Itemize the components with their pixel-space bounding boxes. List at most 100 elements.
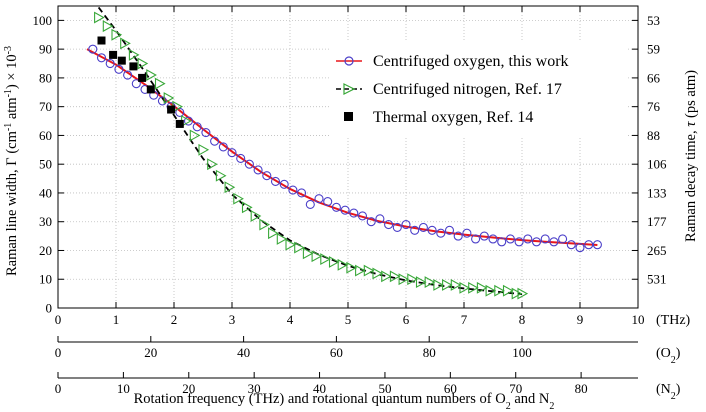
data-point-oxygen <box>227 148 237 158</box>
data-point-nitrogen <box>120 37 131 50</box>
data-point-oxygen <box>453 231 463 241</box>
data-point-nitrogen <box>459 281 471 294</box>
data-point-nitrogen <box>337 258 349 271</box>
data-point-oxygen <box>218 142 228 152</box>
secondary-axis-label-text: (O <box>656 346 671 361</box>
data-point-oxygen <box>540 234 550 244</box>
data-point-nitrogen <box>320 253 331 266</box>
data-point-thermal <box>97 36 106 45</box>
data-point-nitrogen <box>198 143 210 156</box>
data-point-oxygen <box>410 225 420 235</box>
x-tick-label: 7 <box>461 312 468 327</box>
data-point-nitrogen <box>502 284 514 297</box>
data-point-nitrogen <box>285 238 297 251</box>
data-point-nitrogen <box>485 284 497 297</box>
data-point-oxygen <box>270 176 281 186</box>
y-tick-label: 60 <box>39 128 52 143</box>
data-point-oxygen <box>349 208 359 218</box>
data-point-oxygen <box>236 153 246 163</box>
data-point-oxygen <box>279 179 289 189</box>
data-point-thermal <box>109 50 118 59</box>
secondary-axis-tick-label: 80 <box>423 345 436 360</box>
secondary-axis-label-text: (N <box>656 382 671 397</box>
legend-background <box>330 40 626 136</box>
data-point-nitrogen <box>311 250 323 263</box>
secondary-axis-tick-label: 100 <box>512 345 532 360</box>
data-point-oxygen <box>497 237 507 247</box>
secondary-axis-tick-label: 70 <box>509 381 522 396</box>
secondary-axis-tick-label: 10 <box>117 381 130 396</box>
data-point-oxygen <box>592 240 602 250</box>
y-right-tick-label: 177 <box>647 214 667 229</box>
x-tick-label: 2 <box>171 312 178 327</box>
data-point-nitrogen <box>163 92 175 104</box>
secondary-axis-tick-label: 20 <box>182 381 195 396</box>
data-point-oxygen <box>323 197 333 207</box>
x-tick-label: 4 <box>287 312 294 327</box>
y-right-tick-label: 106 <box>647 157 667 172</box>
x-tick-label: 5 <box>345 312 352 327</box>
x-tick-label: 9 <box>577 312 584 327</box>
data-point-nitrogen <box>250 210 262 222</box>
data-point-oxygen <box>123 70 133 80</box>
data-point-oxygen <box>488 234 498 244</box>
data-point-nitrogen <box>94 11 105 24</box>
data-point-thermal <box>175 119 184 128</box>
secondary-axis-tick-label: 40 <box>237 345 250 360</box>
data-point-nitrogen <box>328 256 340 268</box>
data-point-nitrogen <box>494 284 505 297</box>
data-point-nitrogen <box>111 28 123 41</box>
data-point-oxygen <box>575 243 585 253</box>
y-tick-label: 30 <box>39 214 52 229</box>
data-point-oxygen <box>157 96 167 106</box>
secondary-axis-tick-label: 60 <box>444 381 457 396</box>
data-point-nitrogen <box>424 276 436 289</box>
data-point-nitrogen <box>233 192 244 205</box>
data-point-nitrogen <box>398 273 410 286</box>
data-point-nitrogen <box>189 129 201 142</box>
data-point-oxygen <box>114 64 124 74</box>
data-point-nitrogen <box>302 247 314 260</box>
secondary-axis-tick-label: 0 <box>55 381 62 396</box>
x-tick-label: 1 <box>113 312 120 327</box>
data-point-oxygen <box>479 231 489 241</box>
x-tick-label: 6 <box>403 312 410 327</box>
data-point-oxygen <box>444 225 455 235</box>
grid <box>58 6 638 308</box>
data-point-oxygen <box>131 79 141 89</box>
y-right-tick-label: 265 <box>647 243 667 258</box>
data-point-nitrogen <box>372 267 384 280</box>
secondary-axis-tick-label: 80 <box>575 381 588 396</box>
data-point-nitrogen <box>511 287 523 300</box>
data-point-nitrogen <box>294 241 305 254</box>
data-point-nitrogen <box>476 281 488 294</box>
secondary-axis-label-close: ) <box>676 346 681 361</box>
data-point-oxygen <box>392 222 402 233</box>
data-point-oxygen <box>262 171 272 181</box>
data-point-oxygen <box>331 202 341 212</box>
x-tick-label: 8 <box>519 312 526 327</box>
data-point-nitrogen <box>137 57 149 70</box>
legend-label-nitrogen: Centrifuged nitrogen, Ref. 17 <box>373 81 562 98</box>
y-tick-label: 50 <box>39 157 52 172</box>
y-tick-label: 70 <box>39 99 52 114</box>
axis-ticks: 0 1 2 3 4 5 6 7 8 9 10 (THz) 0 10 20 30 40 50 60 70 80 90 100 5… <box>33 6 691 328</box>
data-point-oxygen <box>244 159 254 169</box>
data-point-thermal <box>138 73 147 82</box>
data-point-thermal <box>146 85 155 94</box>
y-right-tick-label: 53 <box>647 13 660 28</box>
y-right-tick-label: 531 <box>647 272 667 287</box>
data-point-nitrogen <box>154 77 166 90</box>
data-point-oxygen <box>523 234 533 244</box>
data-point-oxygen <box>88 44 98 54</box>
data-point-oxygen <box>96 53 107 63</box>
data-point-nitrogen <box>276 233 288 245</box>
data-point-oxygen <box>418 222 428 233</box>
data-point-nitrogen <box>517 287 529 300</box>
data-point-thermal <box>167 105 176 114</box>
data-point-oxygen <box>375 214 385 224</box>
data-point-oxygen <box>210 136 220 146</box>
data-point-oxygen <box>288 185 298 195</box>
data-point-oxygen <box>105 58 115 69</box>
data-point-oxygen <box>253 165 263 175</box>
